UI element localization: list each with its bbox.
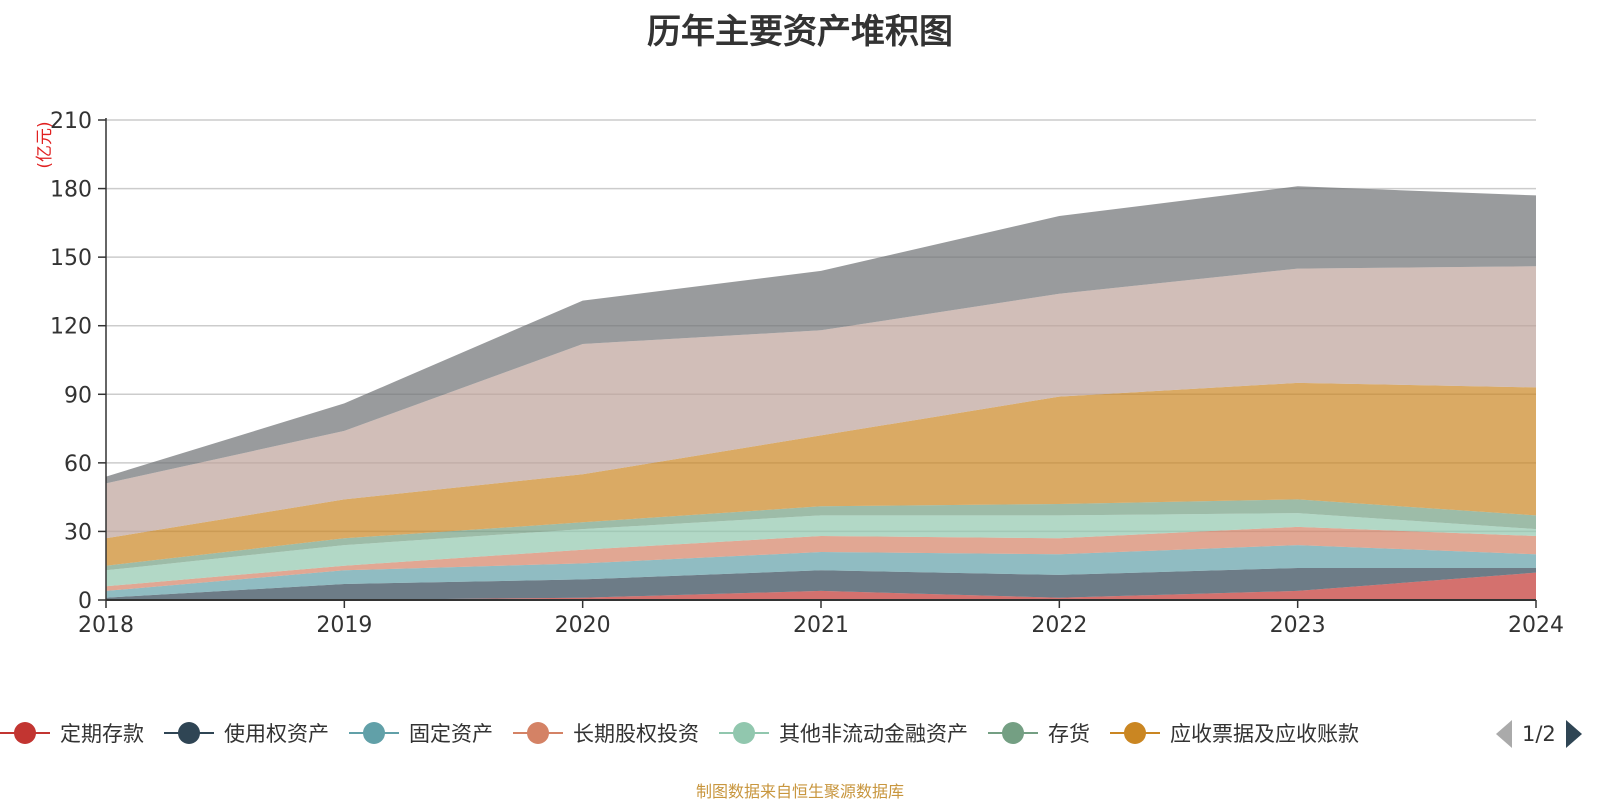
- y-tick-label: 150: [50, 246, 92, 271]
- y-tick-label: 180: [50, 178, 92, 203]
- legend-marker-icon: [0, 721, 50, 745]
- legend-label: 固定资产: [409, 722, 493, 746]
- area-series-5[interactable]: [106, 499, 1536, 571]
- x-tick-label: 2024: [1508, 613, 1564, 638]
- legend-label: 使用权资产: [224, 722, 329, 746]
- y-axis-unit-label: (亿元): [35, 121, 55, 168]
- legend-marker-icon: [164, 721, 214, 745]
- data-source-note: 制图数据来自恒生聚源数据库: [695, 782, 904, 801]
- area-series-2[interactable]: [106, 545, 1536, 598]
- y-tick-label: 90: [64, 383, 92, 408]
- area-series-8[interactable]: [106, 186, 1536, 484]
- legend-marker-icon: [1110, 721, 1160, 745]
- legend-page-indicator: 1/2: [1522, 722, 1556, 746]
- area-series-0[interactable]: [106, 572, 1536, 600]
- y-tick-label: 120: [50, 315, 92, 340]
- legend-marker-icon: [513, 721, 563, 745]
- x-tick-label: 2023: [1270, 613, 1326, 638]
- chart-plot: 0 30 60 90 120 150 180 210 2018 2019 2020 2021 2022 2…: [35, 109, 1564, 638]
- legend-item[interactable]: 应收票据及应收账款: [1110, 718, 1359, 748]
- stacked-areas: [106, 186, 1536, 600]
- y-tick-label: 0: [78, 589, 92, 614]
- x-tick-label: 2018: [78, 613, 134, 638]
- legend-item[interactable]: 定期存款: [0, 718, 144, 748]
- legend-prev-page-icon[interactable]: [1496, 720, 1512, 748]
- area-series-3[interactable]: [106, 526, 1536, 591]
- x-tick-label: 2022: [1031, 613, 1087, 638]
- legend-label: 应收票据及应收账款: [1170, 722, 1359, 746]
- x-tick-label: 2019: [316, 613, 372, 638]
- chart-title: 历年主要资产堆积图: [647, 12, 953, 52]
- legend-item[interactable]: 长期股权投资: [513, 718, 699, 748]
- legend-item[interactable]: 固定资产: [349, 718, 493, 748]
- area-series-4[interactable]: [106, 513, 1536, 587]
- y-tick-label: 60: [64, 452, 92, 477]
- area-series-1[interactable]: [106, 568, 1536, 600]
- legend-item[interactable]: 使用权资产: [164, 718, 329, 748]
- legend-label: 其他非流动金融资产: [779, 722, 968, 746]
- area-series-7[interactable]: [106, 266, 1536, 539]
- x-tick-label: 2020: [555, 613, 611, 638]
- legend-marker-icon: [719, 721, 769, 745]
- legend-item[interactable]: 其他非流动金融资产: [719, 718, 968, 748]
- y-tick-label: 210: [50, 109, 92, 134]
- legend-pager: 1/2: [1496, 718, 1582, 750]
- legend-label: 存货: [1048, 722, 1090, 746]
- legend-marker-icon: [988, 721, 1038, 745]
- legend-label: 定期存款: [60, 722, 144, 746]
- legend-marker-icon: [349, 721, 399, 745]
- area-series-6[interactable]: [106, 382, 1536, 566]
- legend-label: 长期股权投资: [573, 722, 699, 746]
- y-tick-label: 30: [64, 520, 92, 545]
- axes: 0 30 60 90 120 150 180 210 2018 2019 2020 2021 2022 2…: [50, 109, 1564, 638]
- chart-legend: 定期存款 使用权资产 固定资产 长期股权投资 其他非流动金融资产 存货 应收票据及应收账款: [0, 716, 1379, 750]
- legend-item[interactable]: 存货: [988, 718, 1090, 748]
- x-tick-label: 2021: [793, 613, 849, 638]
- legend-next-page-icon[interactable]: [1565, 720, 1582, 748]
